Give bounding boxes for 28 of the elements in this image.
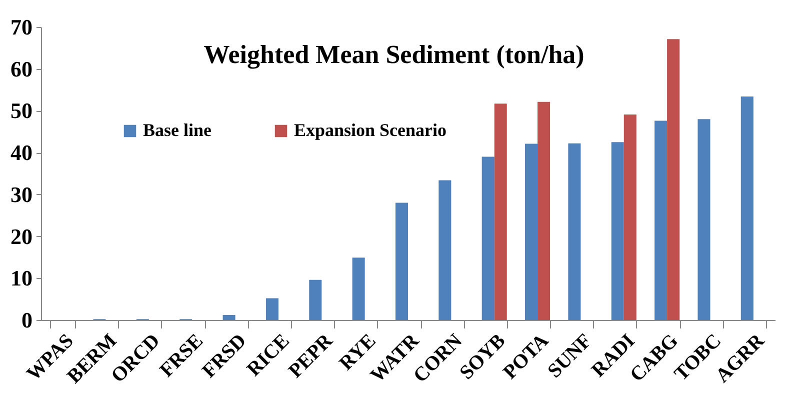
bar — [538, 102, 550, 320]
y-tick-label: 10 — [10, 266, 32, 291]
y-tick-label: 60 — [10, 56, 32, 82]
bar — [352, 258, 365, 320]
bar — [494, 104, 507, 320]
bar — [222, 314, 236, 320]
bar — [654, 120, 668, 320]
bar — [525, 144, 538, 320]
bar — [667, 39, 680, 320]
bar — [266, 298, 278, 320]
y-tick-label: 50 — [10, 98, 32, 124]
bar — [611, 142, 624, 320]
y-tick-label: 0 — [22, 308, 32, 332]
bar — [740, 96, 754, 320]
bar — [395, 202, 408, 320]
bar — [482, 156, 494, 320]
y-tick-label: 40 — [10, 140, 32, 166]
bar — [698, 119, 710, 320]
legend-label: Expansion Scenario — [294, 120, 447, 140]
legend-label: Base line — [143, 120, 212, 140]
bar — [624, 114, 636, 320]
y-tick-label: 30 — [10, 182, 32, 207]
bar — [568, 143, 581, 320]
y-tick-label: 20 — [10, 224, 32, 249]
y-tick-label: 70 — [10, 14, 32, 40]
bar — [309, 280, 322, 320]
text: Weighted Mean Sediment (ton/ha) — [204, 40, 584, 69]
bar — [438, 180, 452, 320]
